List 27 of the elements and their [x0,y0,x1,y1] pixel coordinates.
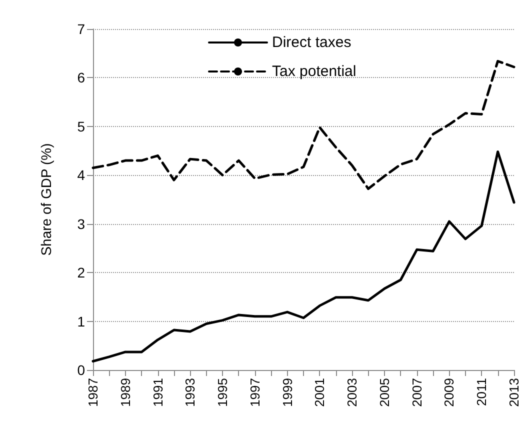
x-tick-label: 1997 [247,378,262,407]
x-tick-label: 1989 [118,378,133,407]
x-tick-label: 1991 [150,378,166,407]
x-tick-label: 2009 [442,378,457,407]
x-tick-label: 2013 [506,378,522,407]
y-tick-label: 0 [77,362,86,378]
x-tick-label: 1987 [86,378,100,407]
y-tick-label: 6 [77,70,86,86]
x-tick-label: 1999 [280,378,295,407]
legend-label: Direct taxes [272,34,352,51]
y-tick-label: 7 [77,21,86,37]
y-tick-label: 5 [77,118,86,134]
x-tick-label: 1993 [182,378,198,407]
x-tick-label: 2005 [376,378,392,407]
y-tick-label: 1 [77,313,86,330]
x-tick-label: 1995 [215,378,230,407]
legend-label: Tax potential [272,63,356,80]
y-axis-title: Share of GDP (%) [38,143,54,256]
line-series [92,150,516,362]
y-tick-label: 2 [77,264,86,281]
x-tick-label: 2011 [474,378,490,406]
y-tick-label: 3 [77,216,86,232]
y-tick-label: 4 [77,167,86,184]
x-tick-label: 2001 [312,378,328,407]
line-series [92,60,516,190]
x-tick-label: 2007 [409,378,424,407]
x-tick-label: 2003 [344,378,360,407]
